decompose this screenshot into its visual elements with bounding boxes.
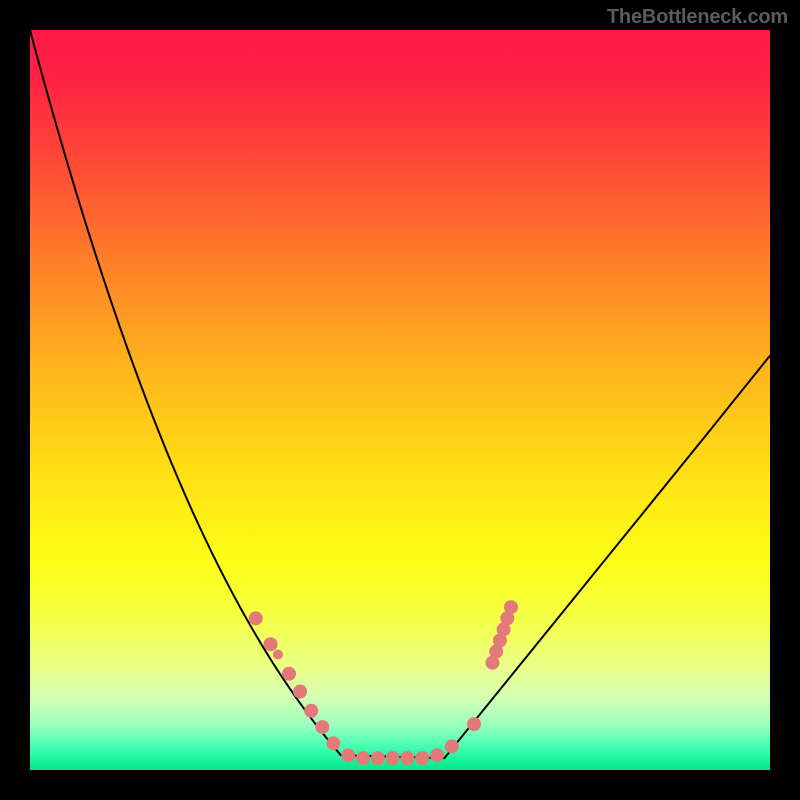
plot-area — [30, 30, 770, 770]
watermark-text: TheBottleneck.com — [607, 6, 788, 29]
data-marker — [315, 720, 329, 734]
data-marker — [249, 611, 263, 625]
data-marker — [264, 637, 278, 651]
data-marker — [293, 685, 307, 699]
data-marker — [386, 751, 400, 765]
data-marker — [445, 739, 459, 753]
data-marker — [430, 748, 444, 762]
data-marker — [371, 751, 385, 765]
data-marker — [326, 736, 340, 750]
plot-svg — [30, 30, 770, 770]
gradient-background — [30, 30, 770, 770]
data-marker — [273, 650, 283, 660]
data-marker — [415, 751, 429, 765]
data-marker — [282, 667, 296, 681]
data-marker — [341, 748, 355, 762]
data-marker — [356, 751, 370, 765]
data-marker — [304, 704, 318, 718]
data-marker — [504, 600, 518, 614]
data-marker — [467, 717, 481, 731]
chart-container: TheBottleneck.com — [0, 0, 800, 800]
data-marker — [400, 751, 414, 765]
